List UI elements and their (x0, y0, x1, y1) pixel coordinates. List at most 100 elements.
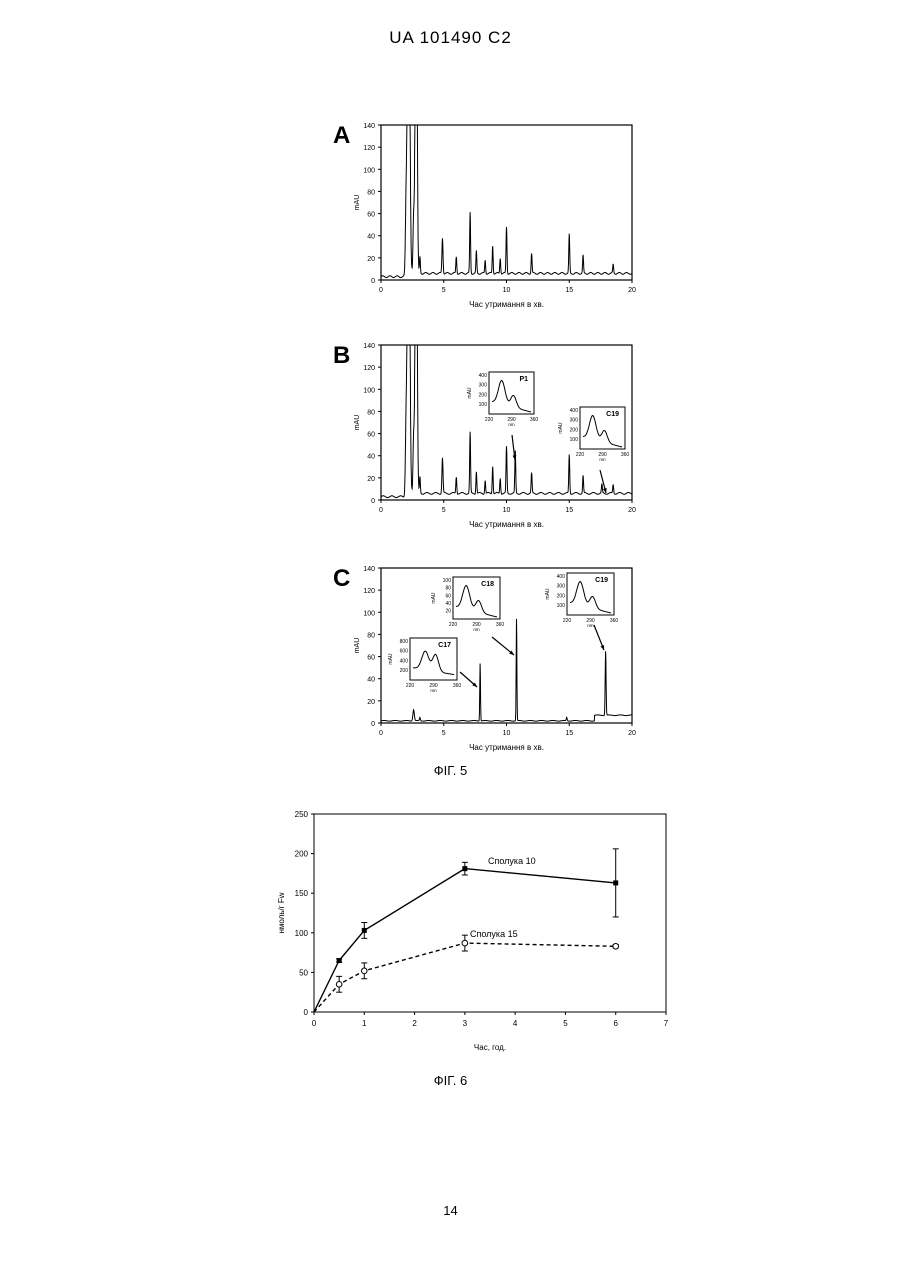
x-tick-label: 15 (565, 287, 573, 294)
y-tick-label: 0 (371, 721, 375, 728)
x-tick-label: 15 (565, 507, 573, 514)
inset-label: C19 (606, 411, 619, 418)
x-tick-label: 10 (503, 507, 511, 514)
x-tick-label: 4 (513, 1019, 518, 1028)
y-axis-label: нмоль/г Fw (277, 892, 286, 933)
y-tick-label: 60 (367, 432, 375, 439)
y-tick-label: 140 (363, 566, 375, 573)
y-tick-label: 0 (304, 1008, 309, 1017)
x-tick-label: 15 (565, 730, 573, 737)
y-tick-label: 0 (371, 498, 375, 505)
y-tick-label: 100 (363, 167, 375, 174)
y-tick-label: 50 (299, 968, 308, 977)
inset-x-unit: nm (587, 623, 594, 628)
y-tick-label: 120 (363, 365, 375, 372)
data-point (462, 866, 467, 871)
x-tick-label: 20 (628, 507, 636, 514)
inset-y-tick: 80 (445, 586, 451, 592)
inset-x-unit: nm (599, 457, 606, 462)
inset-y-label: mAU (545, 588, 551, 600)
inset-x-tick: 360 (621, 452, 630, 458)
x-axis-label: Час утримання в хв. (469, 520, 544, 529)
x-tick-label: 6 (613, 1019, 618, 1028)
inset-y-tick: 60 (445, 593, 451, 599)
inset-x-unit: nm (430, 688, 437, 693)
y-tick-label: 250 (295, 810, 309, 819)
inset-x-tick: 360 (453, 683, 462, 689)
y-tick-label: 80 (367, 409, 375, 416)
x-tick-label: 2 (412, 1019, 417, 1028)
x-tick-label: 5 (442, 507, 446, 514)
inset-y-tick: 400 (400, 658, 409, 664)
inset-y-tick: 200 (400, 668, 409, 674)
x-tick-label: 7 (664, 1019, 669, 1028)
data-point (362, 928, 367, 933)
inset-label: C17 (438, 642, 451, 649)
y-tick-label: 80 (367, 189, 375, 196)
inset-y-label: mAU (431, 592, 437, 604)
y-axis-label: mAU (354, 195, 361, 211)
inset-y-tick: 200 (557, 593, 566, 599)
panel-letter: B (333, 342, 350, 369)
y-tick-label: 140 (363, 123, 375, 130)
plot-frame (314, 814, 666, 1012)
arrow-head (600, 645, 604, 650)
y-tick-label: 100 (363, 387, 375, 394)
page-number: 14 (0, 1203, 901, 1218)
x-tick-label: 1 (362, 1019, 367, 1028)
inset-label: C19 (595, 577, 608, 584)
y-tick-label: 140 (363, 343, 375, 350)
y-tick-label: 80 (367, 632, 375, 639)
data-point (462, 940, 468, 946)
inset-x-tick: 220 (406, 683, 415, 689)
inset-y-tick: 20 (445, 609, 451, 615)
inset-y-tick: 100 (443, 578, 452, 584)
y-tick-label: 100 (295, 929, 309, 938)
y-tick-label: 0 (371, 278, 375, 285)
y-axis-label: mAU (354, 415, 361, 431)
x-tick-label: 0 (379, 730, 383, 737)
y-tick-label: 100 (363, 610, 375, 617)
inset-x-tick: 220 (576, 452, 585, 458)
fig5-caption: ФІГ. 5 (0, 763, 901, 778)
inset-y-tick: 300 (570, 418, 579, 424)
x-tick-label: 0 (312, 1019, 317, 1028)
inset-x-unit: nm (508, 422, 515, 427)
x-tick-label: 10 (503, 730, 511, 737)
inset-x-tick: 220 (563, 618, 572, 624)
inset-y-tick: 100 (557, 603, 566, 609)
inset-x-tick: 360 (496, 622, 505, 628)
y-tick-label: 40 (367, 234, 375, 241)
y-tick-label: 40 (367, 454, 375, 461)
series-line (314, 943, 616, 1012)
x-tick-label: 5 (442, 287, 446, 294)
data-point (337, 958, 342, 963)
x-tick-label: 20 (628, 730, 636, 737)
inset-x-tick: 220 (449, 622, 458, 628)
x-tick-label: 10 (503, 287, 511, 294)
x-tick-label: 20 (628, 287, 636, 294)
inset-x-unit: nm (473, 627, 480, 632)
data-point (361, 968, 367, 974)
inset-y-tick: 300 (479, 383, 488, 389)
data-point (613, 943, 619, 949)
x-axis-label: Час, год. (474, 1043, 506, 1052)
inset-x-tick: 360 (610, 618, 619, 624)
inset-x-tick: 360 (530, 417, 539, 423)
y-tick-label: 60 (367, 212, 375, 219)
y-tick-label: 60 (367, 655, 375, 662)
inset-y-tick: 600 (400, 649, 409, 655)
inset-y-tick: 400 (570, 408, 579, 414)
y-tick-label: 120 (363, 145, 375, 152)
x-tick-label: 3 (463, 1019, 468, 1028)
inset-y-tick: 800 (400, 639, 409, 645)
inset-label: C18 (481, 581, 494, 588)
chromatogram-panel-a: A14012010080604020005101520mAUЧас утрима… (333, 122, 636, 309)
series-label: Сполука 15 (470, 929, 518, 939)
inset-y-tick: 40 (445, 601, 451, 607)
inset-y-label: mAU (558, 422, 564, 434)
inset-label: P1 (519, 376, 528, 383)
fig6-caption: ФІГ. 6 (0, 1073, 901, 1088)
x-tick-label: 0 (379, 507, 383, 514)
data-point (336, 981, 342, 987)
